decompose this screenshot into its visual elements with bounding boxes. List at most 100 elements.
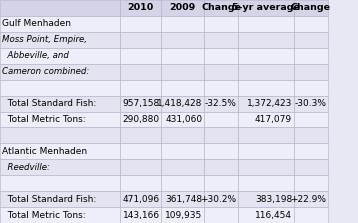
Bar xyxy=(294,32,328,48)
Bar xyxy=(161,16,204,32)
Bar xyxy=(120,207,161,223)
Bar xyxy=(238,159,294,175)
Bar xyxy=(238,80,294,96)
Bar xyxy=(0,207,120,223)
Text: +30.2%: +30.2% xyxy=(200,195,237,204)
Bar xyxy=(204,32,238,48)
Text: +22.9%: +22.9% xyxy=(290,195,326,204)
Text: Cameron combined:: Cameron combined: xyxy=(2,67,90,76)
Text: 471,096: 471,096 xyxy=(122,195,160,204)
Bar xyxy=(120,175,161,191)
Bar xyxy=(204,175,238,191)
Bar xyxy=(204,127,238,143)
Bar xyxy=(120,0,161,16)
Bar xyxy=(238,48,294,64)
Bar xyxy=(294,48,328,64)
Bar xyxy=(120,191,161,207)
Bar xyxy=(238,207,294,223)
Text: 290,880: 290,880 xyxy=(122,115,160,124)
Text: Total Metric Tons:: Total Metric Tons: xyxy=(2,115,86,124)
Bar xyxy=(204,16,238,32)
Text: 957,158: 957,158 xyxy=(122,99,160,108)
Bar xyxy=(0,143,120,159)
Bar xyxy=(294,127,328,143)
Bar xyxy=(294,96,328,112)
Bar xyxy=(0,127,120,143)
Bar xyxy=(294,0,328,16)
Text: Reedville:: Reedville: xyxy=(2,163,50,172)
Bar xyxy=(120,127,161,143)
Bar xyxy=(238,191,294,207)
Text: 109,935: 109,935 xyxy=(165,211,203,219)
Bar xyxy=(0,32,120,48)
Text: 361,748: 361,748 xyxy=(165,195,203,204)
Text: Moss Point, Empire,: Moss Point, Empire, xyxy=(2,35,87,44)
Bar xyxy=(161,64,204,80)
Bar xyxy=(161,96,204,112)
Text: 116,454: 116,454 xyxy=(255,211,292,219)
Bar xyxy=(120,112,161,127)
Bar xyxy=(294,112,328,127)
Bar xyxy=(120,80,161,96)
Bar xyxy=(294,175,328,191)
Text: Total Metric Tons:: Total Metric Tons: xyxy=(2,211,86,219)
Bar xyxy=(294,16,328,32)
Text: Total Standard Fish:: Total Standard Fish: xyxy=(2,99,96,108)
Bar xyxy=(294,143,328,159)
Text: 1,372,423: 1,372,423 xyxy=(247,99,292,108)
Bar xyxy=(161,0,204,16)
Bar xyxy=(204,159,238,175)
Bar xyxy=(0,48,120,64)
Text: 417,079: 417,079 xyxy=(255,115,292,124)
Bar xyxy=(294,80,328,96)
Bar xyxy=(120,159,161,175)
Bar xyxy=(238,143,294,159)
Bar xyxy=(161,127,204,143)
Text: Atlantic Menhaden: Atlantic Menhaden xyxy=(2,147,87,156)
Text: Total Standard Fish:: Total Standard Fish: xyxy=(2,195,96,204)
Bar xyxy=(161,32,204,48)
Text: -30.3%: -30.3% xyxy=(294,99,326,108)
Bar xyxy=(204,0,238,16)
Bar xyxy=(238,0,294,16)
Bar xyxy=(238,16,294,32)
Text: Abbeville, and: Abbeville, and xyxy=(2,51,69,60)
Bar xyxy=(0,80,120,96)
Bar xyxy=(204,207,238,223)
Text: 2010: 2010 xyxy=(127,4,154,12)
Bar xyxy=(120,32,161,48)
Bar xyxy=(294,191,328,207)
Bar xyxy=(120,48,161,64)
Bar xyxy=(161,80,204,96)
Bar xyxy=(204,191,238,207)
Bar xyxy=(0,96,120,112)
Bar xyxy=(161,159,204,175)
Text: Change: Change xyxy=(291,4,330,12)
Bar xyxy=(120,16,161,32)
Bar xyxy=(161,48,204,64)
Text: 383,198: 383,198 xyxy=(255,195,292,204)
Bar xyxy=(120,64,161,80)
Bar xyxy=(120,96,161,112)
Bar xyxy=(161,191,204,207)
Text: Change: Change xyxy=(201,4,241,12)
Bar xyxy=(204,112,238,127)
Bar xyxy=(161,175,204,191)
Bar xyxy=(161,207,204,223)
Bar xyxy=(294,207,328,223)
Bar xyxy=(238,127,294,143)
Bar xyxy=(120,143,161,159)
Bar xyxy=(204,96,238,112)
Bar xyxy=(238,32,294,48)
Bar xyxy=(204,143,238,159)
Bar xyxy=(0,175,120,191)
Bar xyxy=(294,64,328,80)
Bar xyxy=(238,112,294,127)
Text: Gulf Menhaden: Gulf Menhaden xyxy=(2,19,71,28)
Bar xyxy=(204,80,238,96)
Bar xyxy=(161,112,204,127)
Bar xyxy=(238,64,294,80)
Bar xyxy=(204,64,238,80)
Bar xyxy=(294,159,328,175)
Bar xyxy=(0,16,120,32)
